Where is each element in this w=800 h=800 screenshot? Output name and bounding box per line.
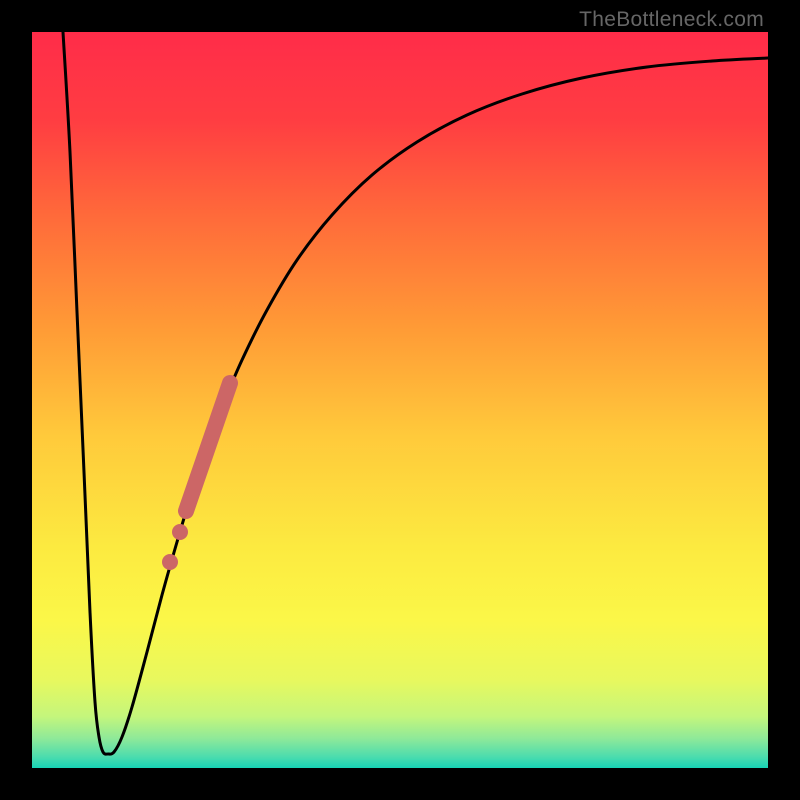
bottleneck-curve — [63, 32, 768, 754]
curve-layer — [32, 32, 768, 768]
watermark-text: TheBottleneck.com — [579, 8, 764, 32]
highlight-bar — [186, 383, 230, 511]
plot-area — [32, 32, 768, 768]
chart-frame: TheBottleneck.com — [0, 0, 800, 800]
